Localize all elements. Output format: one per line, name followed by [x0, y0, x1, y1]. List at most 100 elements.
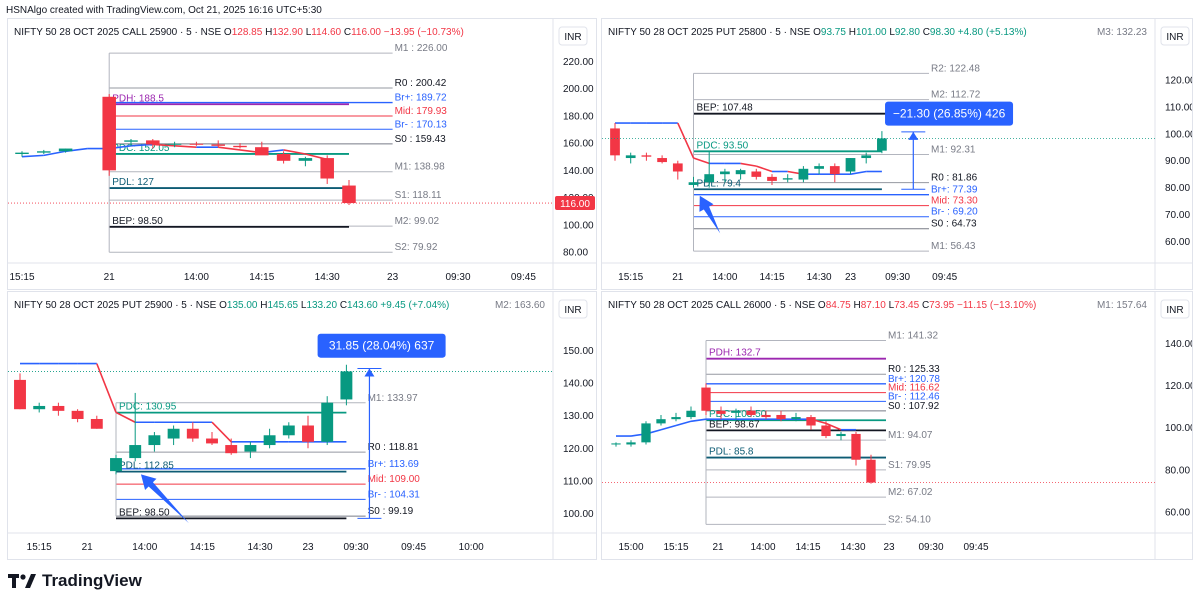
ohlc-label: C — [922, 300, 929, 311]
ohlc-change: +9.45 (+7.04%) — [380, 300, 449, 311]
candle-body — [829, 166, 840, 175]
ohlc-value: 133.20 — [306, 300, 339, 311]
price-badge — [555, 196, 595, 211]
trail-segment — [21, 154, 44, 158]
candle-body — [735, 170, 746, 175]
candle-body — [845, 158, 856, 172]
level-label: S1: 79.95 — [888, 460, 931, 471]
chart-title: NIFTY 50 28 OCT 2025 CALL 26000 · 5 · NS… — [608, 300, 1036, 311]
candle-body — [782, 178, 793, 180]
x-tick-label: 10:00 — [459, 542, 484, 553]
ohlc-change: −11.15 (−13.10%) — [957, 300, 1036, 311]
candle-body — [751, 171, 762, 177]
y-tick-label: 100.00 — [1165, 129, 1192, 140]
x-tick-label: 23 — [845, 272, 857, 283]
x-tick-label: 14:15 — [759, 272, 784, 283]
ohlc-label: O — [219, 300, 227, 311]
chart-panel-call-26000[interactable]: 60.00 80.00 100.00 120.00 140.00 15:00 15:15 21… — [601, 291, 1193, 560]
candle-body — [731, 410, 741, 413]
y-tick-label: 120.00 — [1165, 75, 1192, 86]
candle-body — [791, 417, 801, 420]
candle-body — [821, 425, 831, 437]
ohlc-value: 73.45 — [894, 300, 922, 311]
candle-body — [58, 148, 73, 152]
candle-body — [720, 171, 730, 175]
chart-title-text: NIFTY 50 28 OCT 2025 PUT 25900 · 5 · NSE — [14, 300, 219, 311]
overlay-level-label: M1: 157.64 — [1097, 300, 1147, 311]
level-label: Br- : 69.20 — [931, 207, 978, 218]
chart-panel-put-25800[interactable]: 60.00 70.00 80.00 90.00 100.00 110.00 120.00 15… — [601, 18, 1193, 290]
chart-canvas: 100.00 110.00 120.00 130.00 140.00 150.00 15:1… — [8, 292, 596, 559]
x-tick-label: 14:30 — [840, 542, 865, 553]
trail-segment — [690, 418, 707, 423]
level-label: R0 : 125.33 — [888, 364, 940, 375]
chart-panel-call-25900[interactable]: 80.00100.00120.00140.00160.00180.00200.0… — [7, 18, 597, 290]
level-label: S1: 118.11 — [395, 190, 442, 201]
marker-label: PDL: 85.8 — [709, 447, 754, 458]
level-label: Br+: 77.39 — [931, 185, 978, 196]
trail-segment — [43, 150, 66, 157]
trail-segment — [283, 149, 306, 155]
x-tick-label: 14:30 — [247, 542, 272, 553]
y-tick-label: 80.00 — [563, 248, 588, 259]
chart-title: NIFTY 50 28 OCT 2025 PUT 25900 · 5 · NSE… — [14, 300, 449, 311]
level-label: R2: 122.48 — [931, 63, 980, 74]
candle-body — [298, 158, 313, 161]
x-tick-label: 23 — [387, 272, 399, 283]
candle-body — [15, 152, 29, 154]
trail-segment — [693, 157, 710, 165]
currency-label: INR — [564, 32, 581, 43]
y-tick-label: 100.00 — [1165, 423, 1192, 434]
level-label: M2: 67.02 — [888, 487, 933, 498]
y-tick-label: 80.00 — [1165, 183, 1190, 194]
level-label: M1: 141.32 — [888, 331, 938, 342]
candle-body — [320, 158, 334, 179]
x-tick-label: 14:15 — [795, 542, 820, 553]
x-tick-label: 09:45 — [401, 542, 426, 553]
candle-body — [701, 387, 711, 411]
ohlc-label: H — [854, 300, 861, 311]
chart-panel-put-25900[interactable]: 100.00 110.00 120.00 130.00 140.00 150.00 15:1… — [7, 291, 597, 560]
measure-arrowhead — [908, 131, 919, 140]
candle-body — [211, 144, 225, 146]
candle-body — [52, 405, 65, 411]
y-tick-label: 120.00 — [563, 444, 594, 455]
ohlc-value: 93.75 — [821, 27, 849, 38]
x-tick-label: 14:15 — [249, 272, 274, 283]
candle-body — [146, 140, 160, 145]
marker-label: PDH: 132.7 — [709, 348, 761, 359]
trail-segment — [756, 165, 773, 173]
x-tick-label: 21 — [82, 542, 94, 553]
ohlc-value: 145.65 — [268, 300, 301, 311]
ohlc-label: L — [306, 27, 312, 38]
candle-body — [33, 405, 46, 410]
ohlc-value: 132.90 — [272, 27, 305, 38]
ohlc-label: O — [224, 27, 232, 38]
y-tick-label: 100.00 — [563, 509, 594, 520]
candle-body — [641, 155, 652, 157]
chart-title-text: NIFTY 50 28 OCT 2025 CALL 26000 · 5 · NS… — [608, 300, 818, 311]
ohlc-change: −13.95 (−10.73%) — [384, 27, 464, 38]
candle-body — [148, 435, 161, 446]
marker-label: PDL: 112.85 — [119, 461, 174, 472]
candle-body — [688, 182, 699, 185]
candle-body — [263, 435, 276, 446]
level-label: R0 : 200.42 — [395, 78, 447, 89]
chart-title: NIFTY 50 28 OCT 2025 PUT 25800 · 5 · NSE… — [608, 27, 1027, 38]
candle-body — [110, 458, 122, 472]
y-tick-label: 60.00 — [1165, 237, 1190, 248]
trail-segment — [825, 422, 842, 431]
level-label: S0 : 64.73 — [931, 219, 977, 230]
candle-body — [71, 410, 84, 419]
candle-body — [704, 174, 715, 183]
x-tick-label: 23 — [883, 542, 895, 553]
level-label: S2: 79.92 — [395, 242, 438, 253]
y-tick-label: 80.00 — [1165, 465, 1190, 476]
y-tick-label: 220.00 — [563, 57, 594, 68]
ohlc-label: C — [923, 27, 930, 38]
measure-label: 31.85 (28.04%) 637 — [329, 339, 435, 353]
candle-body — [716, 410, 726, 414]
candle-body — [746, 410, 756, 415]
ohlc-label: O — [818, 300, 826, 311]
x-tick-label: 09:45 — [511, 272, 536, 283]
